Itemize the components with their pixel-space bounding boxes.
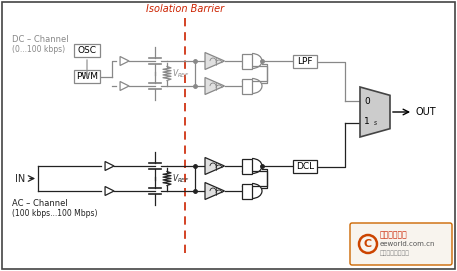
Polygon shape xyxy=(242,79,252,93)
Text: PWM: PWM xyxy=(76,72,98,81)
Polygon shape xyxy=(205,53,224,69)
Bar xyxy=(74,44,100,57)
Text: DCL: DCL xyxy=(296,162,314,171)
Text: $V_{REF}$: $V_{REF}$ xyxy=(172,172,190,185)
Text: OUT: OUT xyxy=(415,107,436,117)
Polygon shape xyxy=(360,87,390,137)
Polygon shape xyxy=(242,183,252,198)
Text: Isolation Barrier: Isolation Barrier xyxy=(146,4,224,14)
Text: LPF: LPF xyxy=(297,57,313,66)
Polygon shape xyxy=(242,159,252,173)
Text: 为中国工程师服务: 为中国工程师服务 xyxy=(380,250,410,256)
Polygon shape xyxy=(242,53,252,69)
Polygon shape xyxy=(120,82,129,91)
Text: $_S$: $_S$ xyxy=(373,120,378,128)
Polygon shape xyxy=(205,157,224,175)
Polygon shape xyxy=(205,78,224,95)
Text: OSC: OSC xyxy=(78,46,96,55)
Polygon shape xyxy=(105,162,114,170)
Text: DC – Channel: DC – Channel xyxy=(12,34,69,44)
Text: 0: 0 xyxy=(364,96,370,105)
Text: IN: IN xyxy=(15,173,25,183)
Bar xyxy=(293,160,317,173)
Polygon shape xyxy=(205,182,224,199)
Bar xyxy=(293,55,317,68)
Text: C: C xyxy=(364,239,372,249)
Text: eeworld.com.cn: eeworld.com.cn xyxy=(380,241,436,247)
Polygon shape xyxy=(105,186,114,195)
Bar xyxy=(74,70,100,83)
Text: 电子工程世界: 电子工程世界 xyxy=(380,231,408,240)
FancyBboxPatch shape xyxy=(350,223,452,265)
Text: 1: 1 xyxy=(364,117,370,125)
Text: $V_{REF}$: $V_{REF}$ xyxy=(172,67,190,80)
Text: (100 kbps...100 Mbps): (100 kbps...100 Mbps) xyxy=(12,208,97,218)
Text: (0...100 kbps): (0...100 kbps) xyxy=(12,44,65,53)
Text: AC – Channel: AC – Channel xyxy=(12,198,68,208)
Polygon shape xyxy=(120,56,129,66)
